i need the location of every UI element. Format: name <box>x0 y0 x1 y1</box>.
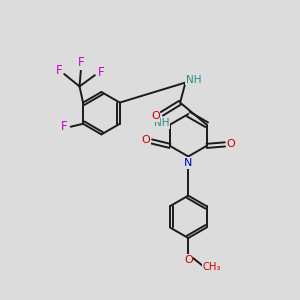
Text: F: F <box>61 120 68 133</box>
Text: NH: NH <box>154 118 170 128</box>
Text: O: O <box>141 135 150 145</box>
Text: N: N <box>184 158 193 168</box>
Text: NH: NH <box>186 75 201 85</box>
Text: O: O <box>151 111 160 121</box>
Text: O: O <box>226 140 235 149</box>
Text: F: F <box>78 56 84 69</box>
Text: F: F <box>56 64 62 77</box>
Text: CH₃: CH₃ <box>202 262 220 272</box>
Text: F: F <box>98 66 104 79</box>
Text: O: O <box>184 254 193 265</box>
